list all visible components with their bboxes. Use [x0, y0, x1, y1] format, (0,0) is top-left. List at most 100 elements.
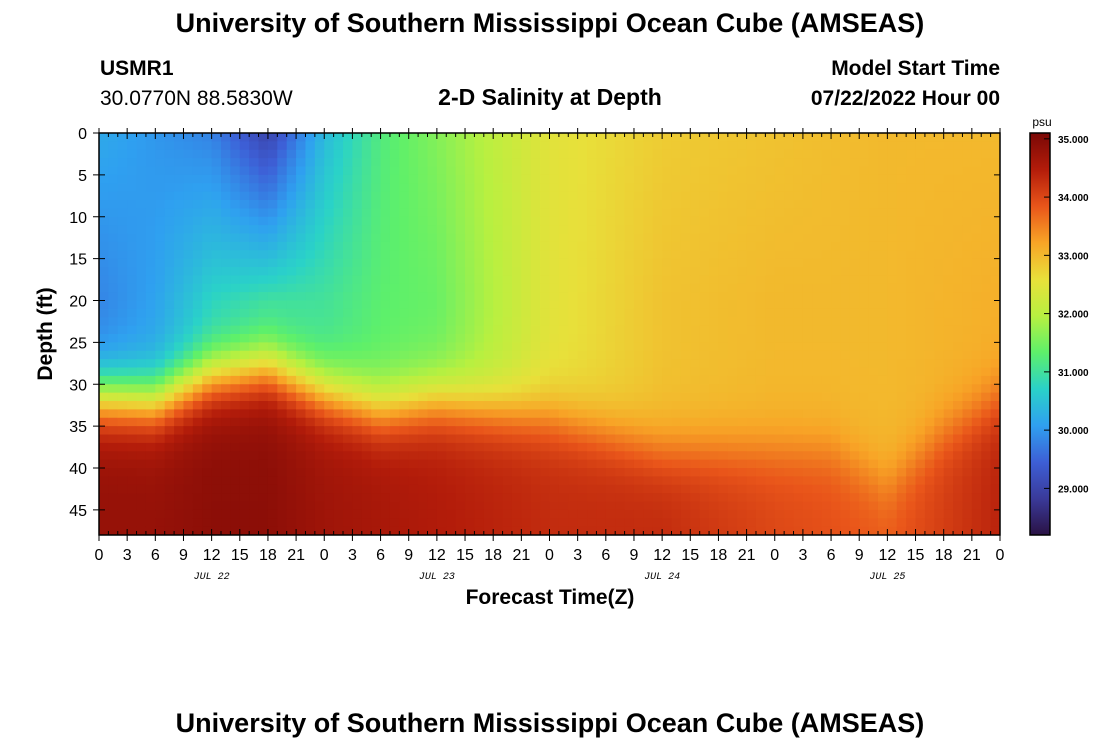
heatmap-cell: [793, 250, 804, 260]
heatmap-cell: [934, 476, 945, 486]
heatmap-cell: [887, 392, 898, 402]
heatmap-cell: [802, 233, 813, 243]
heatmap-cell: [633, 359, 644, 369]
heatmap-cell: [934, 241, 945, 251]
heatmap-cell: [802, 283, 813, 293]
heatmap-cell: [192, 451, 203, 461]
heatmap-cell: [221, 225, 231, 235]
heatmap-cell: [521, 367, 532, 377]
heatmap-cell: [521, 484, 532, 494]
heatmap-cell: [558, 392, 569, 402]
heatmap-cell: [662, 518, 673, 528]
heatmap-cell: [709, 334, 720, 343]
heatmap-cell: [361, 208, 372, 218]
heatmap-cell: [192, 158, 203, 168]
heatmap-cell: [164, 451, 175, 461]
heatmap-cell: [934, 275, 945, 285]
heatmap-cell: [296, 283, 307, 293]
heatmap-cell: [164, 476, 175, 486]
heatmap-cell: [699, 174, 710, 184]
heatmap-cell: [239, 493, 250, 503]
heatmap-cell: [699, 241, 710, 251]
heatmap-cell: [802, 476, 813, 486]
heatmap-cell: [887, 493, 898, 503]
heatmap-cell: [540, 342, 551, 352]
heatmap-cell: [587, 501, 598, 511]
heatmap-cell: [558, 241, 569, 251]
heatmap-cell: [361, 292, 372, 302]
heatmap-cell: [145, 476, 156, 486]
heatmap-cell: [305, 317, 316, 327]
heatmap-cell: [333, 275, 344, 285]
x-tick-label: 21: [963, 547, 981, 564]
heatmap-cell: [605, 300, 616, 310]
heatmap-cell: [877, 476, 888, 486]
heatmap-cell: [784, 484, 795, 494]
heatmap-cell: [699, 141, 710, 151]
heatmap-cell: [709, 417, 720, 427]
heatmap-cell: [418, 200, 429, 209]
heatmap-cell: [887, 133, 898, 142]
heatmap-cell: [615, 375, 626, 385]
heatmap-cell: [352, 518, 363, 528]
heatmap-cell: [934, 434, 945, 444]
heatmap-cell: [690, 392, 701, 402]
heatmap-cell: [690, 350, 701, 360]
heatmap-cell: [211, 267, 222, 276]
heatmap-cell: [530, 225, 541, 235]
heatmap-cell: [821, 518, 832, 528]
heatmap-cell: [483, 451, 494, 461]
heatmap-cell: [249, 493, 260, 503]
heatmap-cell: [652, 292, 663, 302]
heatmap-cell: [230, 183, 241, 193]
heatmap-cell: [258, 501, 269, 511]
heatmap-cell: [633, 334, 644, 343]
heatmap-cell: [633, 392, 644, 402]
heatmap-cell: [915, 526, 926, 535]
heatmap-cell: [802, 149, 813, 159]
heatmap-cell: [962, 426, 973, 436]
heatmap-cell: [192, 308, 203, 318]
heatmap-cell: [821, 233, 832, 243]
heatmap-cell: [333, 158, 344, 168]
heatmap-cell: [267, 442, 278, 452]
heatmap-cell: [633, 250, 644, 260]
heatmap-cell: [230, 442, 241, 452]
heatmap-cell: [990, 158, 1000, 168]
heatmap-cell: [680, 325, 691, 335]
heatmap-cell: [981, 258, 992, 268]
heatmap-cell: [371, 350, 382, 360]
heatmap-cell: [727, 258, 738, 268]
heatmap-cell: [633, 292, 644, 302]
heatmap-cell: [155, 417, 166, 427]
heatmap-cell: [155, 258, 166, 268]
heatmap-cell: [662, 325, 673, 335]
heatmap-cell: [483, 334, 494, 343]
heatmap-cell: [934, 526, 945, 535]
heatmap-cell: [399, 149, 410, 159]
heatmap-cell: [896, 476, 907, 486]
heatmap-cell: [765, 526, 776, 535]
heatmap-cell: [915, 392, 926, 402]
heatmap-cell: [427, 509, 438, 519]
heatmap-cell: [474, 166, 485, 176]
heatmap-cell: [633, 166, 644, 176]
heatmap-cell: [99, 216, 109, 226]
heatmap-cell: [521, 468, 532, 477]
heatmap-cell: [230, 141, 241, 151]
heatmap-cell: [418, 166, 429, 176]
heatmap-cell: [408, 417, 419, 427]
heatmap-cell: [558, 250, 569, 260]
heatmap-cell: [267, 225, 278, 235]
heatmap-cell: [446, 392, 457, 402]
heatmap-cell: [117, 174, 128, 184]
heatmap-cell: [324, 149, 335, 159]
heatmap-cell: [868, 509, 879, 519]
heatmap-cell: [333, 225, 344, 235]
heatmap-cell: [221, 158, 231, 168]
heatmap-cell: [361, 158, 372, 168]
heatmap-cell: [906, 141, 917, 151]
heatmap-cell: [418, 342, 429, 352]
heatmap-cell: [230, 392, 241, 402]
heatmap-cell: [784, 476, 795, 486]
